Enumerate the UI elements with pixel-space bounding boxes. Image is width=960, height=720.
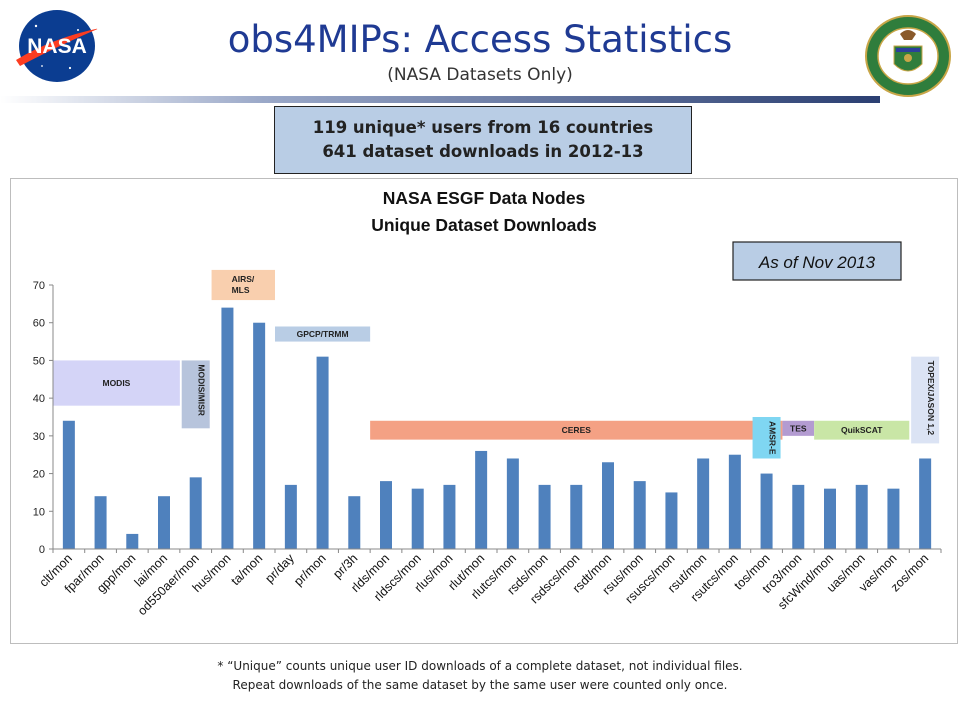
annotation-band-7 [814,420,910,440]
annotation-band-6 [782,420,815,436]
bar-rsutcs-mon [728,454,741,549]
annotation-label-2: AIRS/MLS [232,274,255,295]
bar-pr-mon [316,356,329,549]
bar-rlus-mon [443,484,456,549]
summary-users: 119 unique* users from 16 countries [312,118,654,137]
bar-pr-3h [348,496,361,549]
annotation-band-4 [370,420,783,440]
bar-rsut-mon [697,458,710,549]
footnote-line-1: * “Unique” counts unique user ID downloa… [217,659,743,673]
y-tick-label: 20 [33,469,45,481]
header-divider [0,96,880,103]
annotation-band-1 [181,360,210,429]
x-tick-label: pr/mon [291,551,328,588]
bar-rlutcs-mon [506,458,519,549]
bar-rsuscs-mon [665,492,678,549]
bar-lai-mon [158,496,170,549]
y-tick-label: 10 [33,506,45,518]
bar-sfcwind-mon [824,488,836,549]
doe-logo [865,15,951,97]
bar-rsdscs-mon [570,484,583,549]
y-tick-label: 30 [33,431,45,443]
annotation-label-3: GPCP/TRMM [297,329,349,339]
bar-fpar-mon [94,496,107,549]
chart-title: NASA ESGF Data Nodes [383,188,586,208]
annotation-label-7: QuikSCAT [841,425,883,435]
bar-vas-mon [887,488,900,549]
y-tick-label: 0 [39,544,45,556]
annotation-label-5: AMSR-E [768,421,778,455]
annotation-label-4: CERES [562,425,592,435]
bar-rsdt-mon [602,462,614,549]
annotation-label-0: MODIS [102,378,130,388]
bar-od550aer-mon [189,477,202,549]
footnote-line-2: Repeat downloads of the same dataset by … [232,678,728,692]
as-of-badge: As of Nov 2013 [732,241,902,281]
y-tick-label: 70 [33,280,45,292]
chart-frame: NASA ESGF Data Nodes Unique Dataset Down… [10,178,958,644]
annotation-band-2 [211,269,275,301]
bar-tos-mon [760,473,773,549]
bar-chart: NASA ESGF Data Nodes Unique Dataset Down… [33,188,942,618]
bar-zos-mon [919,458,932,549]
x-tick-label: ta/mon [228,551,265,588]
page-title: obs4MIPs: Access Statistics [227,18,733,61]
footnote: * “Unique” counts unique user ID downloa… [0,657,960,695]
bar-tro3-mon [792,484,805,549]
annotation-label-6: TES [790,423,807,433]
bar-pr-day [284,484,297,549]
nasa-logo: NASA [16,10,100,82]
summary-box: 119 unique* users from 16 countries 641 … [274,106,692,174]
as-of-label: As of Nov 2013 [758,253,876,272]
bar-ta-mon [253,322,266,549]
y-tick-label: 50 [33,355,45,367]
bar-uas-mon [855,484,868,549]
bar-hus-mon [221,307,234,549]
annotation-band-5 [752,417,781,459]
annotation-label-1: MODIS/MISR [197,364,207,415]
chart-subtitle: Unique Dataset Downloads [371,215,597,235]
bar-rsds-mon [538,484,551,549]
bar-rlds-mon [380,481,392,549]
bar-gpp-mon [126,533,139,549]
bar-rlut-mon [475,450,488,549]
annotation-band-8 [911,356,940,444]
y-tick-label: 40 [33,393,45,405]
y-tick-label: 60 [33,318,45,330]
bar-clt-mon [62,420,75,549]
summary-downloads: 641 dataset downloads in 2012-13 [322,142,644,161]
annotation-band-3 [275,326,371,342]
page-subtitle: (NASA Datasets Only) [387,65,573,85]
bar-rldscs-mon [411,488,424,549]
nasa-logo-text: NASA [27,35,87,58]
annotation-label-8: TOPEX/JASON 1,2 [926,361,936,436]
bar-rsus-mon [633,481,646,549]
annotation-band-0 [53,360,180,406]
